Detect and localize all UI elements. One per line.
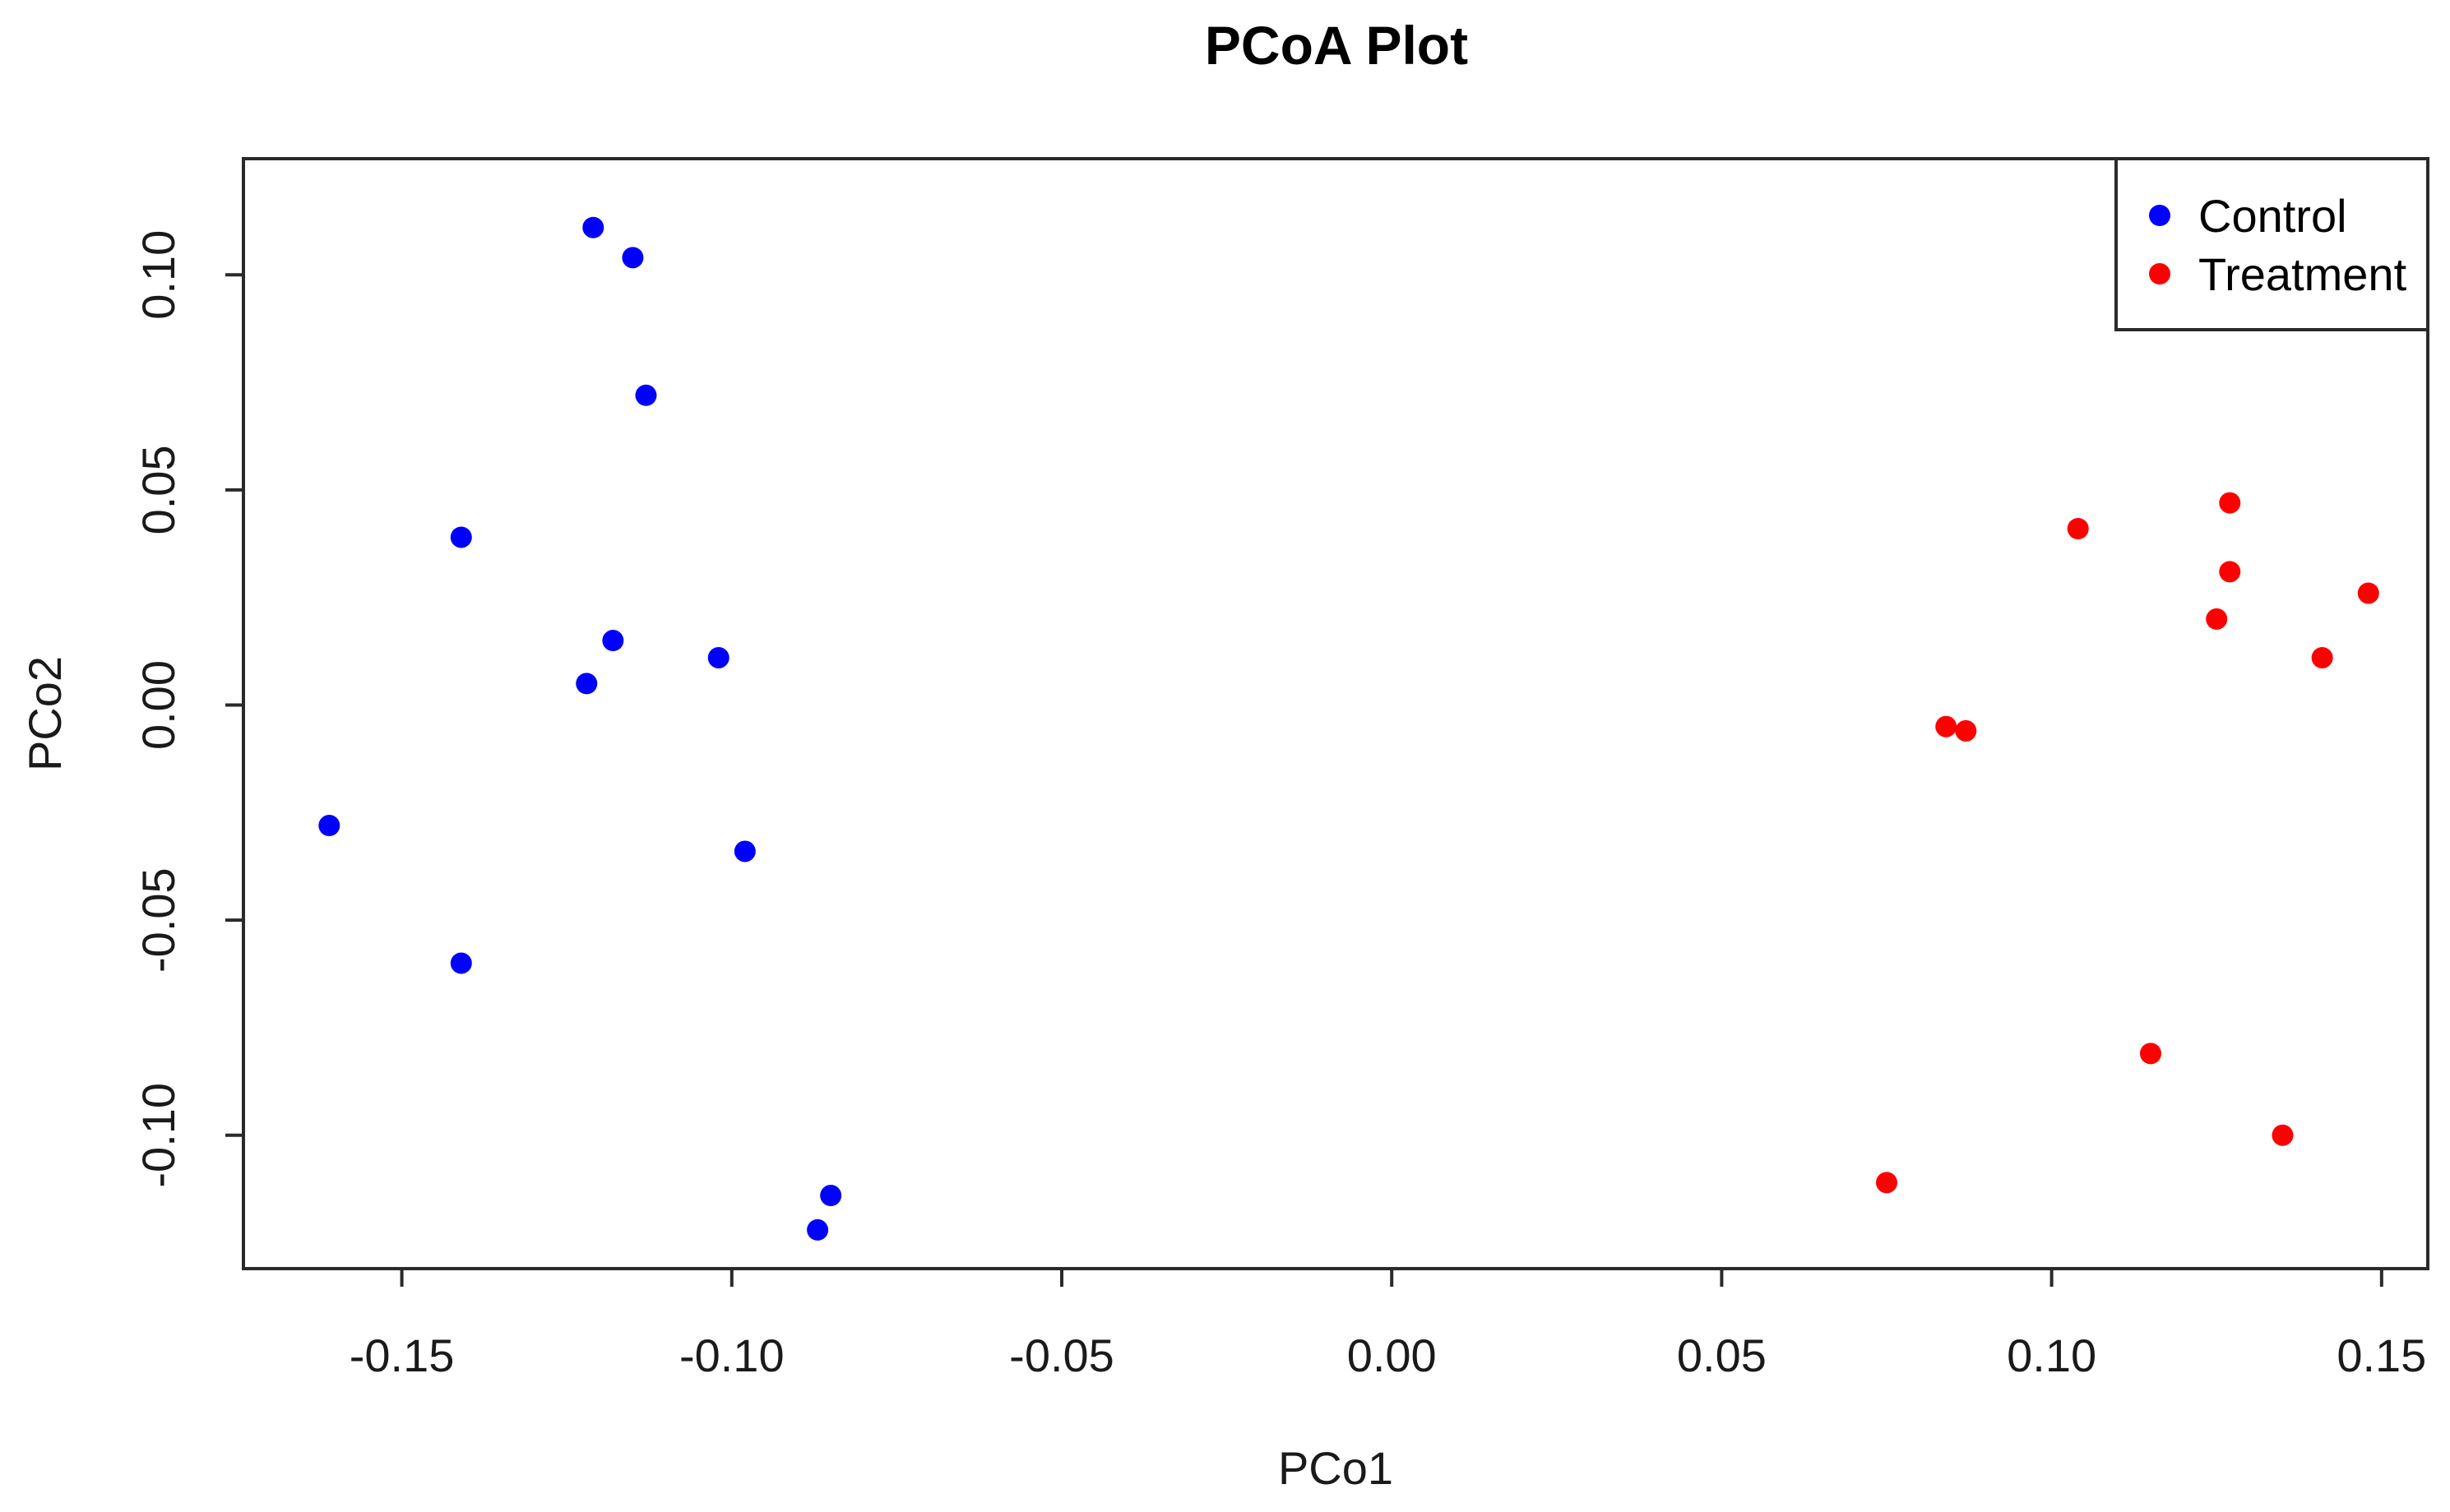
y-tick-label: -0.10 (132, 1083, 184, 1188)
treatment-point (2311, 646, 2333, 668)
x-axis: -0.15 -0.10 -0.05 0.00 0.05 0.10 0.15 (350, 1267, 2426, 1381)
treatment-point (2139, 1043, 2161, 1065)
control-point (602, 630, 624, 652)
x-tick-label: -0.15 (350, 1329, 455, 1381)
treatment-point (1876, 1172, 1898, 1194)
control-point (635, 384, 657, 406)
treatment-point (1955, 719, 1977, 742)
control-point (450, 526, 472, 548)
control-point (734, 840, 756, 862)
x-tick-label: 0.05 (1677, 1329, 1767, 1381)
x-tick-label: -0.05 (1009, 1329, 1114, 1381)
control-point (807, 1218, 829, 1241)
plot-area-frame (242, 157, 2429, 1270)
control-point (707, 646, 729, 668)
x-tick-label: -0.10 (679, 1329, 785, 1381)
legend-box (2114, 157, 2429, 331)
legend-marker-control (2149, 205, 2170, 226)
control-point (318, 815, 340, 837)
legend-label-control: Control (2198, 190, 2347, 242)
y-tick-label: -0.05 (132, 867, 184, 973)
treatment-point (2219, 492, 2241, 514)
legend-marker-treatment (2149, 263, 2170, 284)
data-points (318, 216, 2379, 1241)
y-tick-label: 0.00 (132, 660, 184, 750)
treatment-point (2206, 608, 2228, 630)
control-point (820, 1185, 842, 1207)
x-tick-label: 0.10 (2007, 1329, 2096, 1381)
treatment-point (2067, 518, 2089, 539)
legend: Control Treatment (2114, 157, 2429, 331)
y-tick-label: 0.05 (132, 445, 184, 534)
treatment-point (2357, 582, 2379, 604)
y-tick-label: 0.10 (132, 230, 184, 320)
y-axis-label: PCo2 (19, 656, 71, 771)
control-point (576, 673, 598, 695)
treatment-point (2272, 1124, 2294, 1146)
treatment-point (1935, 715, 1957, 738)
x-axis-label: PCo1 (1278, 1442, 1393, 1494)
x-tick-label: 0.15 (2337, 1329, 2426, 1381)
control-point (450, 952, 472, 974)
chart-title: PCoA Plot (1205, 15, 1468, 76)
x-tick-label: 0.00 (1347, 1329, 1437, 1381)
legend-label-treatment: Treatment (2198, 248, 2407, 300)
control-point (582, 216, 604, 238)
treatment-point (2219, 561, 2241, 583)
control-point (622, 247, 644, 269)
y-axis: -0.10 -0.05 0.00 0.05 0.10 (132, 230, 245, 1188)
